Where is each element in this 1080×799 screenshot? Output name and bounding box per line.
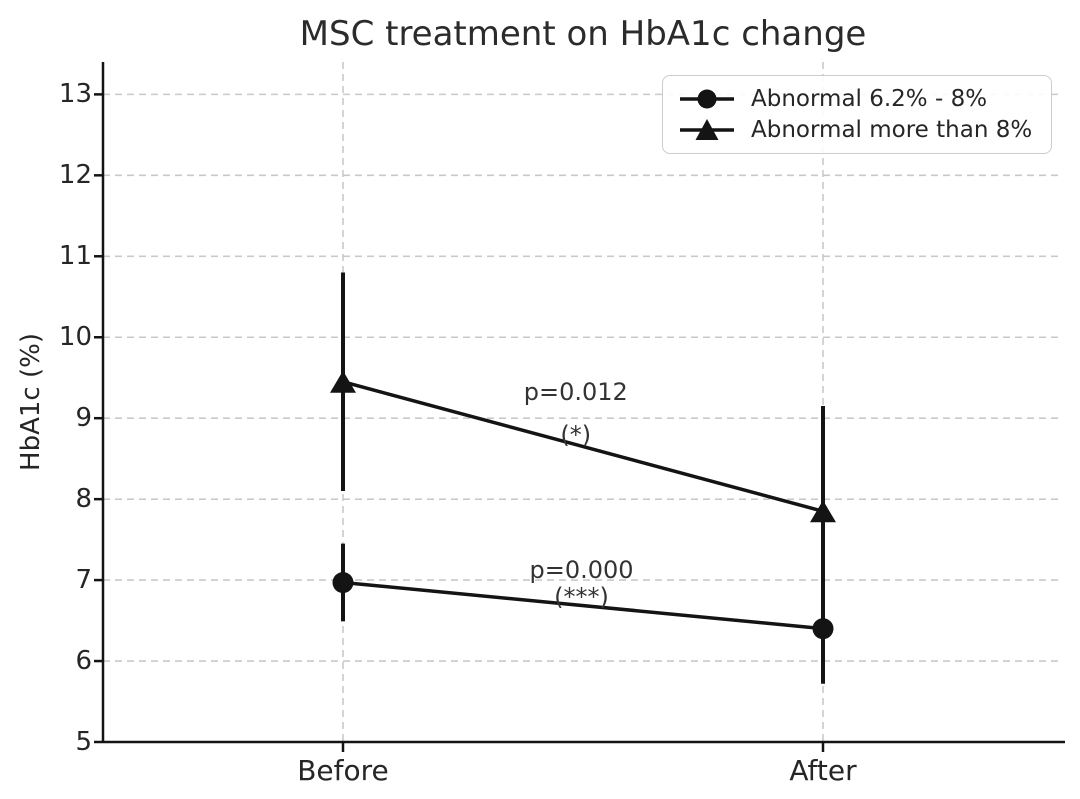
legend-label: Abnormal 6.2% - 8%: [751, 85, 988, 112]
series-line: [342, 380, 824, 513]
x-tick-label: After: [789, 754, 857, 787]
legend: Abnormal 6.2% - 8% Abnormal more than 8%: [662, 75, 1052, 154]
y-tick-label: 6: [75, 646, 92, 677]
y-tick-label: 7: [75, 565, 92, 596]
data-marker-triangle: [330, 370, 356, 393]
annotation-significance: (***): [554, 583, 609, 612]
legend-label: Abnormal more than 8%: [751, 117, 1033, 144]
circle-marker-icon: [680, 89, 734, 109]
y-tick-label: 13: [58, 79, 92, 110]
annotation-p-value: p=0.012: [523, 378, 628, 407]
y-tick-label: 9: [75, 403, 92, 434]
y-tick-label: 12: [58, 160, 92, 191]
annotation-p-value: p=0.000: [529, 556, 634, 585]
legend-item-abnormal-6-2-to-8: Abnormal 6.2% - 8%: [679, 86, 1035, 112]
chart-title: MSC treatment on HbA1c change: [299, 14, 867, 54]
triangle-marker-icon: [680, 119, 734, 141]
y-tick-label: 11: [58, 241, 92, 272]
data-marker-circle: [812, 618, 834, 640]
y-tick-label: 5: [75, 727, 92, 757]
legend-item-abnormal-more-than-8: Abnormal more than 8%: [679, 117, 1035, 143]
data-marker-triangle: [810, 500, 836, 523]
data-marker-circle: [332, 572, 354, 594]
y-tick-label: 10: [58, 322, 92, 353]
x-tick-label: Before: [297, 754, 389, 787]
annotation-significance: (*): [560, 421, 592, 450]
series-line: [342, 580, 824, 631]
y-tick-label: 8: [75, 484, 92, 515]
